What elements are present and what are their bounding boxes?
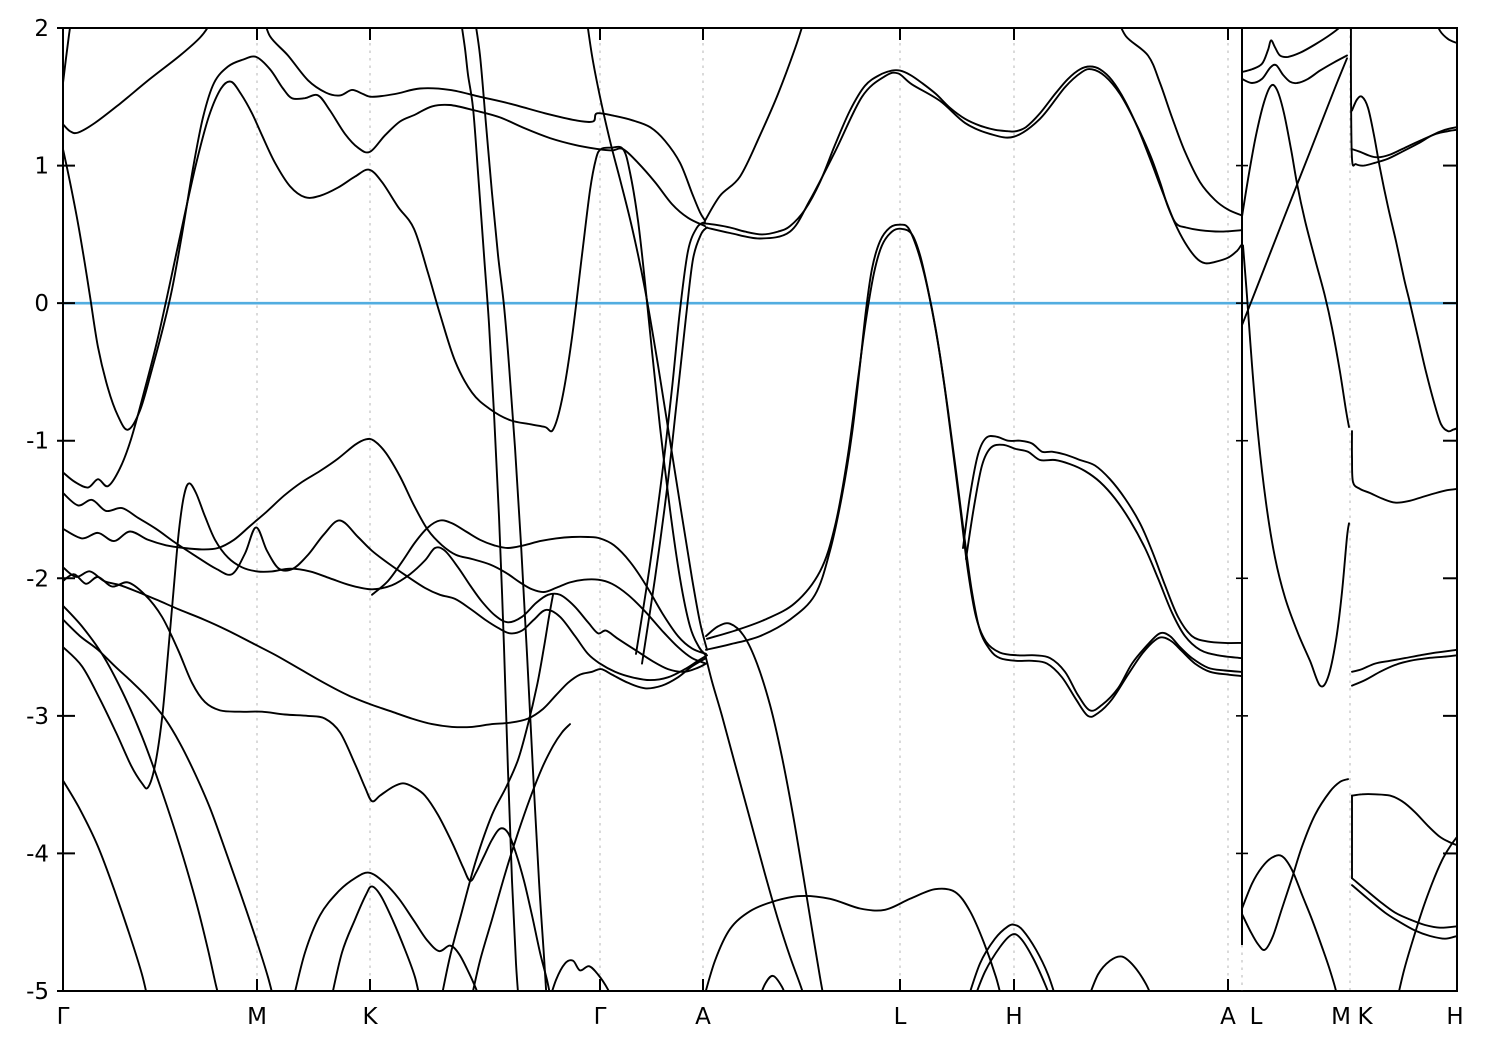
k-point-label: Γ — [57, 1004, 70, 1030]
band-curves-group — [63, 28, 1457, 991]
k-point-label: M — [1331, 1004, 1351, 1030]
band-curve-p3-riser — [1398, 835, 1457, 991]
k-point-label: M — [247, 1004, 267, 1030]
y-tick-label: 0 — [34, 291, 49, 317]
plot-border — [62, 27, 1458, 992]
band-curve-p3-deep-b — [1351, 884, 1457, 940]
k-point-label: K — [362, 1004, 378, 1030]
y-tick-label: -4 — [26, 841, 49, 867]
band-curve-p3-deep-a — [1351, 877, 1457, 929]
k-point-label: A — [1220, 1004, 1236, 1030]
band-curve-p3-corner — [1437, 28, 1457, 45]
y-tick-label: -5 — [26, 979, 49, 1005]
y-tick-label: -3 — [26, 704, 49, 730]
k-point-label: H — [1005, 1004, 1022, 1030]
band-curve-band-nested-lambda-outer — [294, 871, 478, 991]
y-tick-label: -2 — [26, 566, 49, 592]
band-curve-band-w-v148 — [63, 482, 707, 790]
band-curve-band-v-riser — [63, 55, 706, 431]
band-curve-band-g-top-clip — [63, 28, 71, 84]
band-curve-p3-steep — [1351, 95, 1457, 433]
band-curve-band-wavy-h-b — [965, 443, 1242, 660]
band-curve-band-mid-deep — [63, 566, 707, 729]
band-curve-p3-pair-25b — [1351, 654, 1457, 687]
band-curve-band-riser-deep-2 — [472, 723, 571, 991]
band-curve-band-g-desc-275 — [63, 618, 273, 991]
band-curve-band-lambda-h-inner — [976, 933, 1049, 991]
band-curve-band-g-deep — [63, 779, 147, 991]
k-point-label: L — [894, 1004, 907, 1030]
y-tick-label: 1 — [34, 154, 49, 180]
band-curve-band-lambda-1123 — [1090, 955, 1151, 991]
band-curve-band-steep-2 — [475, 28, 548, 991]
k-point-label: K — [1357, 1004, 1373, 1030]
k-point-label: Γ — [594, 1004, 607, 1030]
band-curve-band-flat-297 — [63, 573, 551, 991]
k-point-label: A — [695, 1004, 711, 1030]
k-point-label: L — [1250, 1004, 1263, 1030]
band-curve-band-fan-17 — [371, 519, 707, 655]
band-curve-p2-deep-hump — [1241, 854, 1337, 991]
k-point-label: H — [1446, 1004, 1463, 1030]
band-curve-band-upper-m-k — [265, 28, 706, 222]
band-curve-band-lambda-h-outer — [969, 923, 1055, 991]
band-curve-band-broad-u — [704, 887, 1001, 991]
band-curve-band-steep-g2 — [586, 28, 708, 651]
band-curve-p3-flat-1b — [1351, 128, 1457, 159]
band-curve-band-g-desc-220 — [63, 604, 219, 991]
band-curve-band-nested-lambda-inner — [331, 885, 420, 991]
band-curve-band-a-top-exit — [704, 28, 803, 222]
band-curve-band-mesa — [63, 80, 707, 657]
band-curve-p2-top-wave — [1241, 54, 1348, 85]
band-curve-band-g2-bottom-hump — [551, 959, 610, 991]
band-curve-band-steep-1 — [461, 28, 519, 991]
band-curve-band-a-riser-2 — [641, 226, 708, 665]
y-tick-label: 2 — [34, 16, 49, 42]
band-curve-p3-flat-m135 — [1350, 430, 1457, 504]
band-curve-band-a2-reentrant — [1120, 28, 1242, 217]
band-curve-band-upper-left — [63, 28, 209, 135]
band-curve-p3-pair-25a — [1351, 648, 1457, 673]
band-curve-band-a-fan-down-1 — [705, 622, 824, 991]
band-curve-band-bump-773 — [760, 974, 785, 991]
band-curve-p2-v-band — [1242, 244, 1350, 688]
band-curve-p2-top-spike — [1241, 28, 1341, 73]
band-curve-band-arch-b — [705, 68, 1242, 240]
band-curve-band-a-riser-1 — [635, 221, 706, 655]
band-curve-p2-deep-dip — [1241, 778, 1349, 951]
band-curve-band-low-arch-b — [706, 227, 1242, 712]
band-curve-band-riser-deep-1 — [441, 593, 554, 991]
y-tick-label: -1 — [26, 429, 49, 455]
band-curve-p2-riser — [1241, 57, 1348, 327]
band-curve-p2-lambda — [1241, 83, 1350, 428]
band-curve-band-a-fan-down-2 — [704, 652, 804, 991]
band-curve-band-wavy-h-a — [962, 435, 1242, 644]
band-curve-p3-flat-36 — [1351, 793, 1457, 847]
